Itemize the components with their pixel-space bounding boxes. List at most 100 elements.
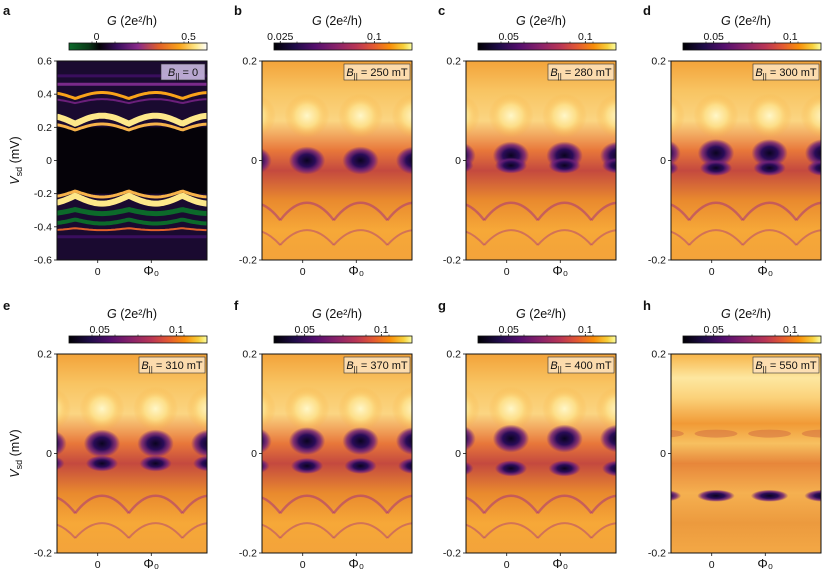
resonance-band bbox=[57, 189, 207, 199]
colorbar-title: G (2e²/h) bbox=[107, 14, 157, 28]
x-tick-label: Φ₀ bbox=[348, 263, 364, 278]
gap-feature bbox=[671, 490, 682, 502]
panel-g: g G (2e²/h) 0.05 0.1 B|| = 400 mT 0.2 0 -0.2 0 Φ₀ bbox=[438, 298, 617, 571]
subgap-arc bbox=[279, 494, 335, 514]
subgap-arc bbox=[332, 201, 389, 221]
panel-b: b G (2e²/h) 0.025 0.1 B|| = 250 mT 0.2 0 -0.2 0 Φ… bbox=[234, 3, 413, 278]
bright-lobe bbox=[595, 93, 616, 138]
gap-feature bbox=[57, 456, 65, 471]
bright-lobe bbox=[466, 95, 480, 137]
gap-feature bbox=[395, 146, 412, 175]
field-label-box bbox=[138, 356, 206, 374]
gap-feature bbox=[193, 455, 207, 472]
subgap-arc bbox=[590, 494, 616, 514]
subgap-arc bbox=[386, 229, 412, 246]
gap-feature bbox=[290, 457, 324, 474]
panel-e: e G (2e²/h) 0.05 0.1 B|| = 310 mT 0.2 0 -0.2 0 Φ₀… bbox=[3, 298, 208, 571]
x-tick-label: Φ₀ bbox=[552, 263, 568, 278]
colorbar-tick-label: 0.1 bbox=[578, 324, 593, 336]
resonance-band bbox=[57, 192, 207, 207]
heatmap-area bbox=[57, 61, 207, 260]
field-label: B|| = 400 mT bbox=[550, 360, 612, 374]
y-tick-label: -0.2 bbox=[648, 255, 666, 267]
x-tick-label: Φ₀ bbox=[143, 556, 159, 571]
colorbar-tick-label: 0.05 bbox=[498, 31, 519, 43]
subgap-arc bbox=[466, 203, 486, 221]
y-tick-label: -0.2 bbox=[239, 548, 257, 560]
panel-label: a bbox=[3, 3, 11, 18]
bright-lobe bbox=[391, 93, 412, 138]
y-axis-title: Vsd (mV) bbox=[8, 429, 24, 477]
faint-band bbox=[694, 429, 738, 438]
x-tick-label: Φ₀ bbox=[552, 556, 568, 571]
heatmap-area bbox=[671, 61, 821, 260]
gap-feature bbox=[288, 427, 326, 456]
x-tick-label: Φ₀ bbox=[757, 556, 773, 571]
colorbar bbox=[682, 335, 822, 344]
y-tick-label: 0.2 bbox=[37, 349, 52, 361]
bright-lobe bbox=[262, 388, 276, 430]
x-tick-label: Φ₀ bbox=[757, 263, 773, 278]
gap-feature bbox=[139, 455, 172, 472]
subgap-arc bbox=[536, 494, 593, 514]
subgap-arc bbox=[181, 494, 207, 514]
y-tick-label: -0.2 bbox=[443, 548, 461, 560]
gap-feature bbox=[288, 146, 326, 175]
y-tick-label: 0.2 bbox=[446, 56, 461, 68]
resonance-band bbox=[57, 227, 207, 232]
colorbar-title: G (2e²/h) bbox=[312, 14, 362, 28]
x-tick-label: 0 bbox=[95, 266, 101, 278]
gap-feature bbox=[753, 159, 786, 176]
y-tick-label: -0.2 bbox=[34, 188, 52, 200]
subgap-arc bbox=[671, 230, 690, 246]
field-label: B|| = 280 mT bbox=[550, 67, 612, 81]
y-tick-label: 0 bbox=[660, 155, 666, 167]
gap-feature bbox=[494, 460, 528, 477]
field-label-box bbox=[547, 356, 615, 374]
bright-lobe bbox=[671, 95, 685, 137]
colorbar bbox=[682, 42, 822, 51]
field-label-box bbox=[160, 63, 206, 81]
panel-label: e bbox=[3, 298, 10, 313]
panel-label: g bbox=[438, 298, 446, 313]
gap-feature bbox=[85, 455, 119, 472]
bright-lobe bbox=[284, 93, 330, 138]
subgap-arc bbox=[537, 522, 593, 539]
subgap-arc bbox=[537, 229, 593, 246]
x-tick-label: Φ₀ bbox=[143, 263, 159, 278]
field-label: B|| = 250 mT bbox=[346, 67, 408, 81]
y-tick-label: 0.2 bbox=[651, 56, 666, 68]
gap-feature bbox=[262, 428, 272, 454]
bright-lobe bbox=[488, 386, 534, 431]
panel-label: f bbox=[234, 298, 239, 313]
gap-feature bbox=[602, 157, 616, 174]
gap-feature bbox=[466, 426, 476, 451]
subgap-arc bbox=[741, 201, 798, 221]
colorbar-title: G (2e²/h) bbox=[516, 14, 566, 28]
subgap-arc bbox=[127, 494, 184, 514]
resonance-band bbox=[57, 217, 207, 226]
bright-lobe bbox=[186, 386, 207, 431]
colorbar-tick-label: 0.5 bbox=[181, 31, 196, 43]
x-tick-label: 0 bbox=[504, 266, 510, 278]
bright-lobe bbox=[133, 386, 179, 431]
gap-feature bbox=[804, 139, 821, 167]
bright-lobe bbox=[262, 95, 276, 137]
x-tick-label: 0 bbox=[300, 266, 306, 278]
field-label-box bbox=[343, 63, 411, 81]
gap-feature bbox=[804, 489, 821, 502]
field-label: B|| = 370 mT bbox=[346, 360, 408, 374]
subgap-arc bbox=[590, 201, 616, 221]
gap-feature bbox=[190, 429, 207, 458]
subgap-arc bbox=[483, 229, 539, 246]
field-label: B|| = 300 mT bbox=[755, 67, 817, 81]
field-label: B|| = 550 mT bbox=[755, 360, 817, 374]
gap-feature bbox=[342, 427, 379, 456]
gap-feature bbox=[671, 140, 681, 166]
colorbar-title: G (2e²/h) bbox=[516, 307, 566, 321]
subgap-arc bbox=[332, 494, 389, 514]
y-tick-label: -0.2 bbox=[34, 548, 52, 560]
subgap-arc bbox=[181, 522, 207, 539]
gap-feature bbox=[137, 429, 174, 458]
y-tick-label: 0.4 bbox=[37, 89, 52, 101]
